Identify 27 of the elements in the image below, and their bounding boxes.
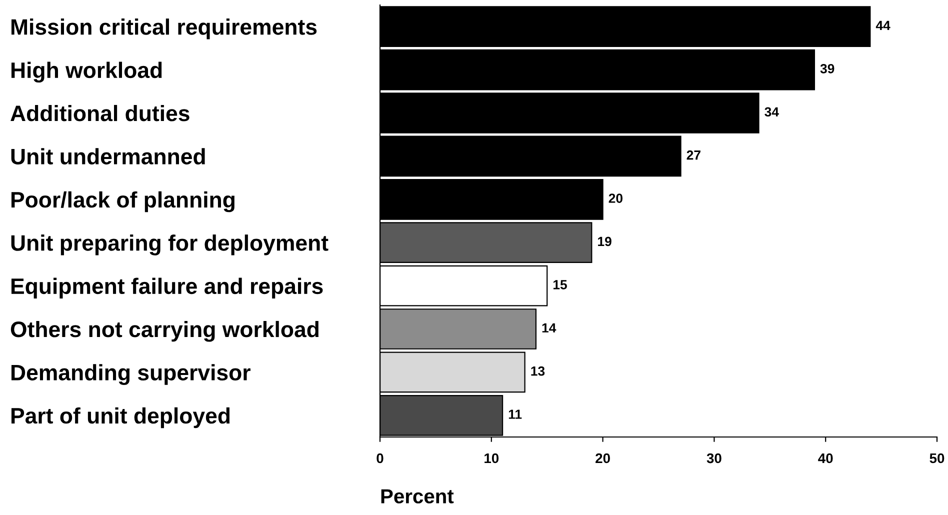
y-tick-label: Unit preparing for deployment: [11, 234, 328, 256]
x-tick-label: 30: [706, 453, 722, 464]
data-label: 44: [876, 20, 890, 30]
data-label: 39: [820, 64, 834, 74]
x-tick-label: 20: [596, 453, 610, 464]
data-label: 19: [598, 236, 612, 246]
data-label: 20: [608, 194, 622, 203]
data-label: 13: [531, 366, 545, 376]
data-label: 34: [764, 107, 779, 117]
y-tick-label: Part of unit deployed: [11, 407, 230, 428]
y-tick-label: Unit undermanned: [11, 148, 205, 164]
x-tick-label: 50: [930, 453, 944, 464]
data-label: 27: [686, 150, 700, 160]
y-tick-label: High workload: [11, 62, 162, 83]
data-label: 14: [542, 323, 556, 332]
x-tick-label: 10: [484, 453, 499, 464]
y-tick-label: Mission critical requirements: [11, 18, 317, 40]
y-tick-label: Poor/lack of planning: [11, 191, 234, 212]
y-tick-label: Demanding supervisor: [11, 364, 250, 385]
y-tick-label: Additional duties: [10, 104, 190, 122]
x-tick-label: 0: [376, 453, 384, 464]
x-axis-title: Percent: [381, 489, 454, 504]
data-label: 11: [508, 410, 522, 419]
x-tick-label: 40: [818, 453, 833, 464]
data-label: 15: [553, 280, 567, 290]
y-tick-label: Others not carrying workload: [10, 320, 318, 342]
y-tick-label: Equipment failure and repairs: [11, 278, 323, 298]
